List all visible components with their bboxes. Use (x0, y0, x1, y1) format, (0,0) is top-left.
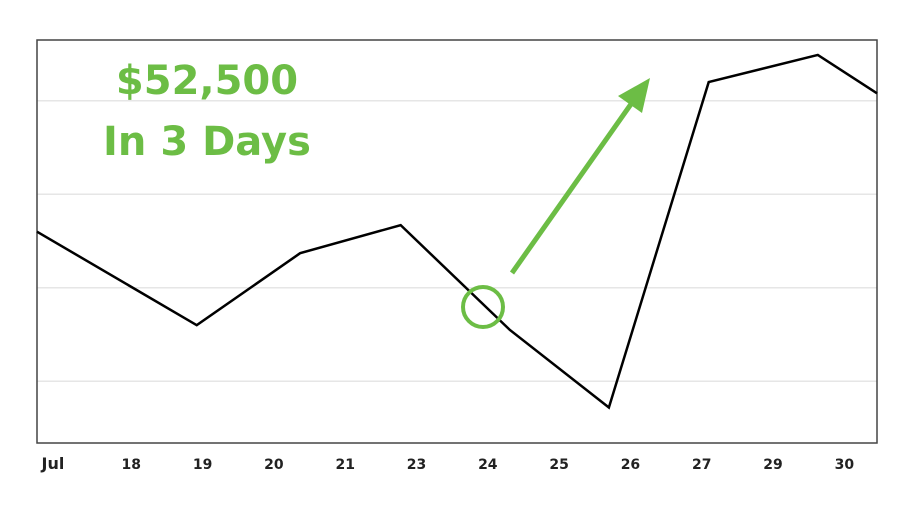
x-tick-label: 20 (264, 457, 284, 473)
x-tick-label: 25 (549, 457, 568, 473)
line-series (36, 53, 878, 410)
x-tick-label: 21 (335, 457, 354, 473)
trend-arrow (509, 95, 639, 275)
x-tick-label: 19 (193, 457, 212, 473)
x-tick-label: 24 (478, 457, 498, 473)
plot-frame (36, 39, 878, 444)
x-tick-label: Jul (41, 454, 65, 473)
x-tick-label: 27 (692, 457, 711, 473)
trend-arrow-head (618, 78, 650, 113)
highlight-circle (461, 285, 505, 329)
x-tick-label: 29 (763, 457, 782, 473)
annotation-amount: $52,500 (116, 58, 298, 104)
x-tick-label: 26 (621, 457, 640, 473)
x-tick-label: 18 (122, 457, 141, 473)
x-tick-label: 30 (835, 457, 855, 473)
x-tick-label: 23 (407, 457, 426, 473)
annotation-period: In 3 Days (103, 119, 311, 165)
